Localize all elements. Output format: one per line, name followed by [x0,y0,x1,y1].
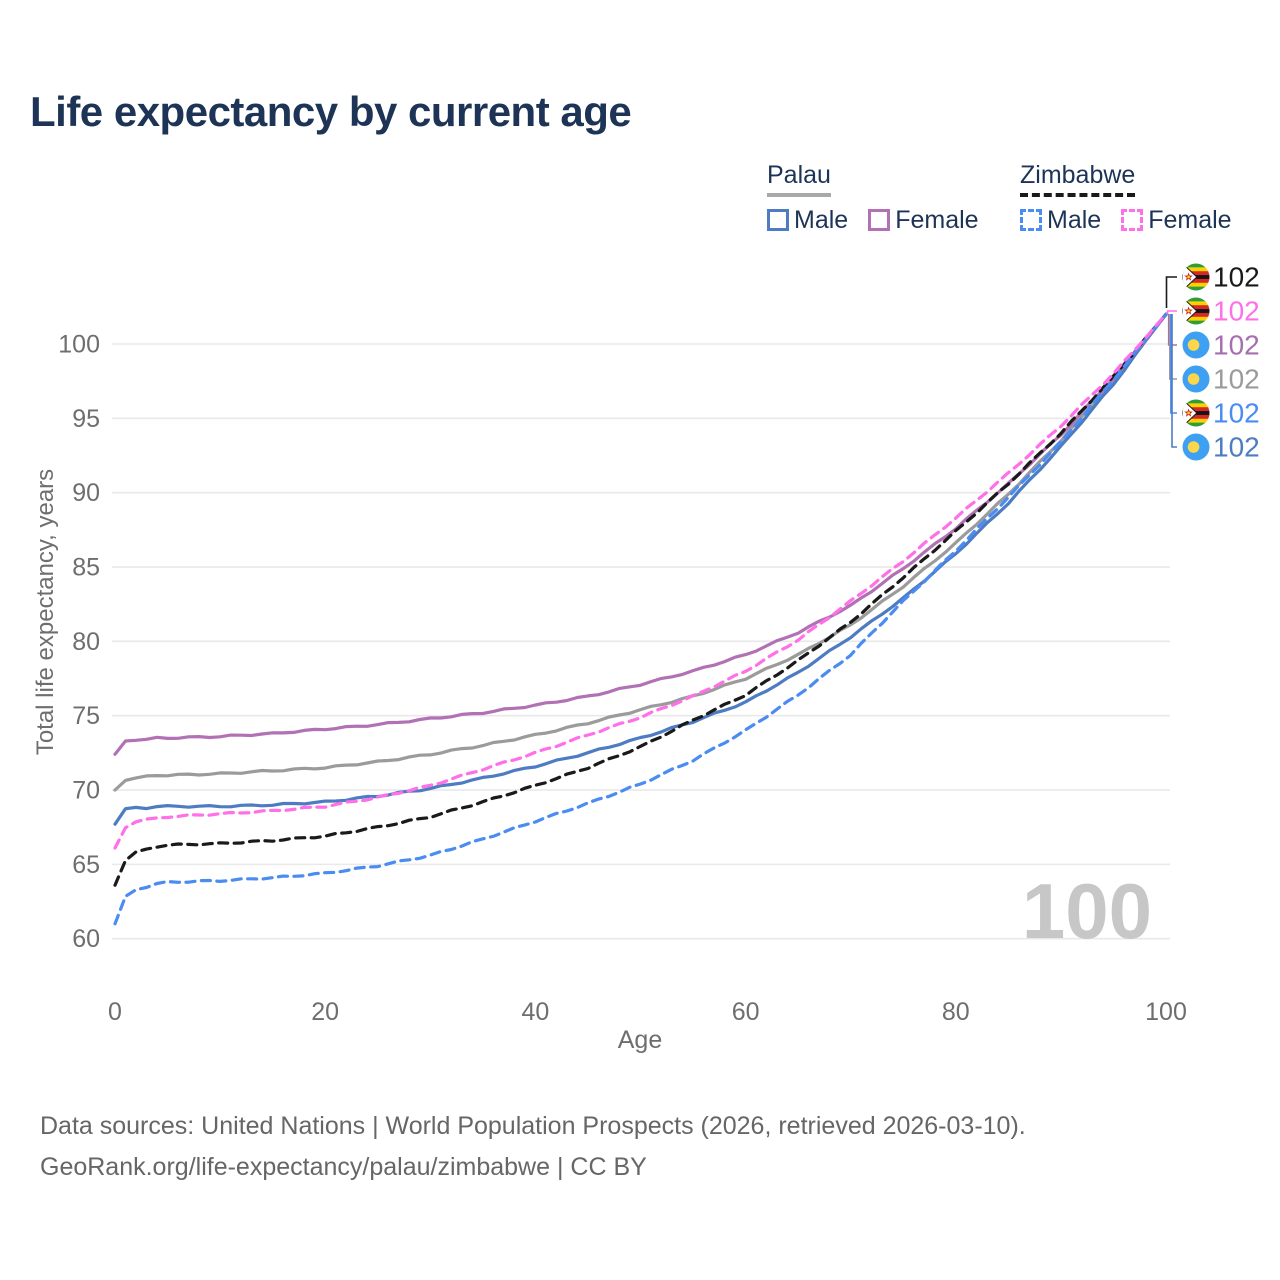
x-tick-label: 40 [521,998,549,1026]
end-label-row: 102 [1213,330,1260,361]
year-watermark: 100 [1021,867,1152,955]
x-tick-label: 100 [1145,998,1187,1026]
series-line-zimbabwe-both[interactable] [113,312,1168,887]
series-line-palau-female[interactable] [113,312,1168,756]
legend-item-zimbabwe-male[interactable]: Male [1020,205,1102,234]
end-label-leader [1167,314,1177,346]
end-label-value: 102 [1213,364,1260,395]
end-label-leader [1166,310,1177,314]
series-line-palau-male[interactable] [113,312,1168,826]
zimbabwe-female-swatch-icon [1121,209,1144,231]
end-label-row: 102 [1213,432,1260,463]
footer: Data sources: United Nations | World Pop… [40,1106,1026,1188]
y-tick-label: 80 [72,628,100,656]
y-tick-label: 85 [72,554,100,582]
end-label-row: 102 [1213,364,1260,395]
y-axis-title: Total life expectancy, years [32,468,59,756]
zimbabwe-flag-icon [1182,263,1210,291]
y-tick-label: 100 [58,331,100,359]
attribution-line: GeoRank.org/life-expectancy/palau/zimbab… [40,1153,647,1181]
legend-items-palau: Male Female [767,205,999,234]
x-tick-label: 60 [732,998,760,1026]
end-label-row: 102 [1213,398,1260,429]
legend-group-zimbabwe: Zimbabwe Male Female [1020,161,1252,234]
end-label-row: 102 [1213,262,1260,293]
y-tick-label: 75 [72,702,100,730]
end-label-leader [1169,314,1177,380]
legend-country-palau: Palau [767,161,831,197]
end-label-value: 102 [1213,262,1260,293]
palau-male-swatch-icon [767,209,789,231]
x-tick-label: 80 [942,998,970,1026]
y-tick-label: 90 [72,479,100,507]
series-line-palau-both[interactable] [113,312,1168,792]
y-tick-label: 70 [72,777,100,805]
legend-item-palau-female[interactable]: Female [868,205,979,234]
palau-flag-icon [1182,365,1210,393]
legend-items-zimbabwe: Male Female [1020,205,1252,234]
end-label-leader [1171,314,1177,448]
end-label-row: 102 [1213,296,1260,327]
series-line-zimbabwe-male[interactable] [113,312,1168,926]
end-label-value: 102 [1213,330,1260,361]
y-tick-label: 60 [72,925,100,953]
zimbabwe-flag-icon [1182,297,1210,325]
palau-flag-icon [1182,331,1210,359]
legend-item-label: Female [895,205,979,234]
legend-item-zimbabwe-female[interactable]: Female [1121,205,1232,234]
page-title: Life expectancy by current age [30,88,632,135]
data-sources-line: Data sources: United Nations | World Pop… [40,1112,1026,1140]
y-tick-label: 95 [72,405,100,433]
legend-item-label: Male [794,205,849,234]
x-axis-title: Age [617,1026,663,1054]
legend-group-palau: Palau Male Female [767,161,999,234]
y-tick-label: 65 [72,851,100,879]
zimbabwe-flag-icon [1182,399,1210,427]
series-line-zimbabwe-female[interactable] [113,312,1168,850]
end-label-leader [1165,276,1177,308]
legend-item-label: Female [1148,205,1232,234]
x-tick-label: 20 [311,998,339,1026]
legend-country-zimbabwe: Zimbabwe [1020,161,1136,197]
x-tick-label: 0 [108,998,122,1026]
end-label-value: 102 [1213,296,1260,327]
legend-item-palau-male[interactable]: Male [767,205,849,234]
palau-female-swatch-icon [868,209,891,231]
end-label-value: 102 [1213,398,1260,429]
palau-flag-icon [1182,433,1210,461]
end-label-leader [1170,314,1177,414]
legend-item-label: Male [1047,205,1102,234]
end-label-value: 102 [1213,432,1260,463]
zimbabwe-male-swatch-icon [1020,209,1042,231]
